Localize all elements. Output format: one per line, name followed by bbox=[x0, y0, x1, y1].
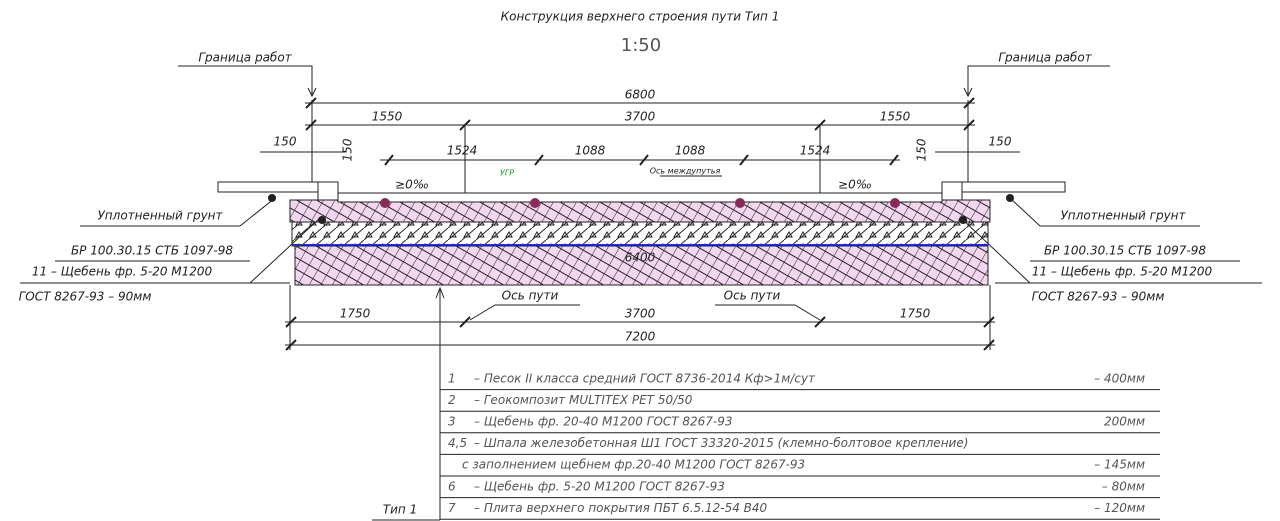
leader bbox=[715, 304, 821, 321]
side-label: 11 – Щебень фр. 5-20 М1200 bbox=[1032, 265, 1213, 279]
slope: ≥0‰ bbox=[838, 178, 872, 192]
legend-text: с заполнением щебнем фр.20-40 М1200 ГОСТ… bbox=[462, 458, 805, 472]
leader bbox=[962, 219, 1031, 284]
layer-sand bbox=[294, 245, 989, 286]
arrow bbox=[435, 286, 445, 299]
legend-num: 6 bbox=[448, 479, 456, 493]
legend-num: 7 bbox=[448, 501, 456, 515]
rail bbox=[735, 198, 745, 208]
curb bbox=[317, 181, 339, 201]
layer-gravel bbox=[291, 221, 989, 247]
leader bbox=[249, 217, 321, 284]
boundary-label: Граница работ bbox=[998, 51, 1092, 65]
dim: 1524 bbox=[800, 144, 831, 158]
rail bbox=[530, 198, 540, 208]
legend-text: – Щебень фр. 5-20 М1200 ГОСТ 8267-93 bbox=[474, 479, 725, 493]
legend-text: – Плита верхнего покрытия ПБТ 6.5.12-54 … bbox=[474, 501, 768, 515]
boundary-label: Граница работ bbox=[198, 51, 292, 65]
rail bbox=[890, 198, 900, 208]
arrow bbox=[307, 87, 317, 98]
ticks bbox=[384, 154, 899, 166]
legend-text: – Шпала железобетонная Ш1 ГОСТ 33320-201… bbox=[474, 436, 968, 450]
dim: 150 bbox=[915, 138, 929, 161]
dim: 3700 bbox=[625, 307, 656, 321]
rail bbox=[380, 198, 390, 208]
track-axis: Ось пути bbox=[502, 289, 559, 303]
dim: 150 bbox=[341, 138, 355, 161]
legend-thickness: – 80мм bbox=[1102, 479, 1145, 493]
type-label: Тип 1 bbox=[383, 503, 417, 517]
side-label: Уплотненный грунт bbox=[97, 209, 223, 223]
dim: 150 bbox=[274, 135, 297, 149]
point bbox=[268, 194, 276, 202]
slope: ≥0‰ bbox=[395, 178, 429, 192]
drain bbox=[318, 216, 326, 224]
track-axis: Ось пути bbox=[724, 289, 781, 303]
layer-top bbox=[289, 199, 991, 223]
leader bbox=[469, 304, 580, 321]
dim: 6400 bbox=[625, 251, 656, 265]
legend-thickness: – 400мм bbox=[1094, 371, 1145, 385]
legend-text: – Щебень фр. 20-40 М1200 ГОСТ 8267-93 bbox=[474, 415, 733, 429]
legend-thickness: 200мм bbox=[1104, 415, 1145, 429]
legend-num: 3 bbox=[448, 415, 456, 429]
side-label: БР 100.30.15 СТБ 1097-98 bbox=[71, 244, 233, 258]
dim: 1524 bbox=[447, 144, 478, 158]
leader bbox=[967, 65, 1110, 95]
ticks bbox=[285, 316, 995, 351]
dim: 1550 bbox=[880, 110, 911, 124]
leader bbox=[1009, 197, 1041, 227]
side-label: ГОСТ 8267-93 – 90мм bbox=[1032, 290, 1165, 304]
leader bbox=[239, 197, 276, 227]
dim: 3700 bbox=[625, 110, 656, 124]
slab bbox=[961, 181, 1066, 193]
curb bbox=[941, 181, 963, 201]
dim: 1088 bbox=[575, 144, 606, 158]
side-label: Уплотненный грунт bbox=[1060, 209, 1186, 223]
legend-num: 4,5 bbox=[448, 436, 467, 450]
legend-text: – Геокомпозит MULTITEX PET 50/50 bbox=[474, 393, 693, 407]
dim: 150 bbox=[989, 135, 1012, 149]
axis-between: Ось междупутья bbox=[650, 167, 721, 176]
dim: 6800 bbox=[625, 88, 656, 102]
side-label: БР 100.30.15 СТБ 1097-98 bbox=[1044, 244, 1206, 258]
legend-num: 2 bbox=[448, 393, 456, 407]
dim: 1550 bbox=[372, 110, 403, 124]
leader bbox=[178, 65, 313, 95]
ugr: УГР bbox=[500, 169, 514, 178]
slab bbox=[217, 181, 319, 193]
legend-thickness: – 145мм bbox=[1094, 458, 1145, 472]
dim: 1750 bbox=[900, 307, 931, 321]
legend-num: 1 bbox=[448, 371, 456, 385]
scale: 1:50 bbox=[621, 35, 661, 56]
legend-text: – Песок II класса средний ГОСТ 8736-2014… bbox=[474, 371, 816, 385]
slabs bbox=[337, 192, 943, 203]
dim: 1088 bbox=[675, 144, 706, 158]
side-label: 11 – Щебень фр. 5-20 М1200 bbox=[32, 265, 213, 279]
legend-thickness: – 120мм bbox=[1094, 501, 1145, 515]
arrow bbox=[963, 87, 973, 98]
title: Конструкция верхнего строения пути Тип 1 bbox=[501, 10, 780, 24]
dim: 1750 bbox=[340, 307, 371, 321]
side-label: ГОСТ 8267-93 – 90мм bbox=[19, 290, 152, 304]
dim: 7200 bbox=[625, 330, 656, 344]
